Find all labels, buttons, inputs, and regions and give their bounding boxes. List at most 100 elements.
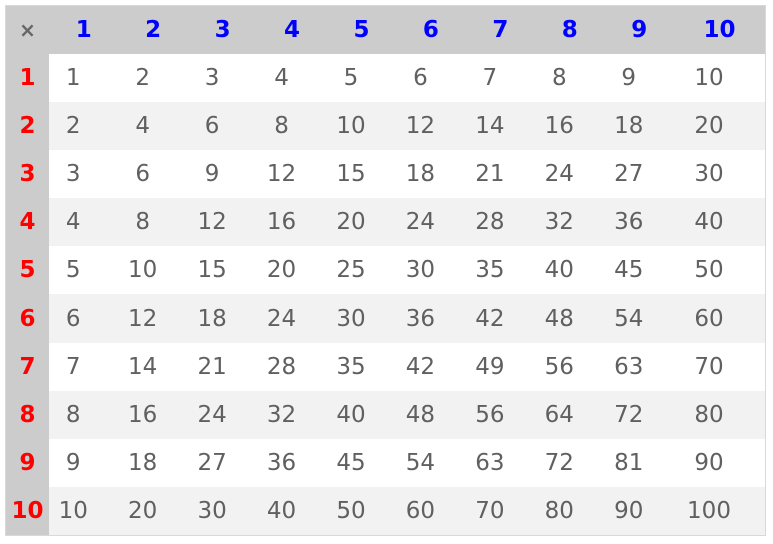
product-cell: 24 <box>187 390 258 439</box>
product-cell: 36 <box>604 198 674 247</box>
corner-times-symbol: × <box>5 5 49 54</box>
product-cell: 54 <box>396 438 466 487</box>
product-cell: 8 <box>118 198 188 247</box>
product-cell: 16 <box>118 390 188 439</box>
product-cell: 70 <box>674 342 766 391</box>
table-row: 3 3 6 9 12 15 18 21 24 27 30 <box>5 150 766 199</box>
table-row: 1 1 2 3 4 5 6 7 8 9 10 <box>5 54 766 103</box>
product-cell: 20 <box>257 246 327 295</box>
product-cell: 6 <box>49 294 119 343</box>
product-cell: 42 <box>396 342 466 391</box>
product-cell: 80 <box>674 390 766 439</box>
product-cell: 9 <box>604 54 674 103</box>
column-header: 5 <box>326 5 397 54</box>
product-cell: 80 <box>535 486 605 536</box>
product-cell: 4 <box>257 54 327 103</box>
product-cell: 21 <box>465 150 536 199</box>
row-header: 1 <box>5 54 49 103</box>
product-cell: 7 <box>49 342 119 391</box>
product-cell: 72 <box>604 390 674 439</box>
product-cell: 4 <box>49 198 119 247</box>
product-cell: 6 <box>396 54 466 103</box>
product-cell: 2 <box>49 102 119 151</box>
product-cell: 81 <box>604 438 674 487</box>
column-header: 9 <box>604 5 674 54</box>
product-cell: 30 <box>187 486 258 536</box>
product-cell: 36 <box>396 294 466 343</box>
product-cell: 45 <box>604 246 674 295</box>
product-cell: 30 <box>396 246 466 295</box>
product-cell: 90 <box>604 486 674 536</box>
product-cell: 30 <box>326 294 397 343</box>
row-header: 6 <box>5 294 49 343</box>
column-header: 4 <box>257 5 327 54</box>
product-cell: 10 <box>674 54 766 103</box>
product-cell: 8 <box>49 390 119 439</box>
product-cell: 27 <box>604 150 674 199</box>
product-cell: 28 <box>465 198 536 247</box>
row-header: 4 <box>5 198 49 247</box>
product-cell: 12 <box>118 294 188 343</box>
product-cell: 50 <box>674 246 766 295</box>
table-row: 10 10 20 30 40 50 60 70 80 90 100 <box>5 486 766 536</box>
row-header: 5 <box>5 246 49 295</box>
product-cell: 40 <box>674 198 766 247</box>
product-cell: 56 <box>535 342 605 391</box>
column-header: 10 <box>674 5 766 54</box>
product-cell: 48 <box>396 390 466 439</box>
product-cell: 6 <box>187 102 258 151</box>
product-cell: 7 <box>465 54 536 103</box>
product-cell: 9 <box>187 150 258 199</box>
row-header: 8 <box>5 390 49 439</box>
product-cell: 50 <box>326 486 397 536</box>
product-cell: 63 <box>604 342 674 391</box>
table-row: 4 4 8 12 16 20 24 28 32 36 40 <box>5 198 766 247</box>
header-row: × 1 2 3 4 5 6 7 8 9 10 <box>5 5 766 54</box>
product-cell: 20 <box>674 102 766 151</box>
column-header: 2 <box>118 5 188 54</box>
row-header: 10 <box>5 486 49 536</box>
product-cell: 20 <box>326 198 397 247</box>
table-row: 5 5 10 15 20 25 30 35 40 45 50 <box>5 246 766 295</box>
product-cell: 10 <box>118 246 188 295</box>
product-cell: 16 <box>257 198 327 247</box>
product-cell: 32 <box>257 390 327 439</box>
product-cell: 8 <box>257 102 327 151</box>
product-cell: 14 <box>118 342 188 391</box>
product-cell: 3 <box>49 150 119 199</box>
product-cell: 15 <box>326 150 397 199</box>
row-header: 2 <box>5 102 49 151</box>
product-cell: 20 <box>118 486 188 536</box>
table-row: 6 6 12 18 24 30 36 42 48 54 60 <box>5 294 766 343</box>
product-cell: 3 <box>187 54 258 103</box>
product-cell: 60 <box>674 294 766 343</box>
product-cell: 5 <box>49 246 119 295</box>
column-header: 8 <box>535 5 605 54</box>
product-cell: 9 <box>49 438 119 487</box>
product-cell: 24 <box>396 198 466 247</box>
product-cell: 70 <box>465 486 536 536</box>
product-cell: 35 <box>465 246 536 295</box>
product-cell: 18 <box>604 102 674 151</box>
product-cell: 72 <box>535 438 605 487</box>
product-cell: 60 <box>396 486 466 536</box>
table-row: 7 7 14 21 28 35 42 49 56 63 70 <box>5 342 766 391</box>
product-cell: 5 <box>326 54 397 103</box>
product-cell: 8 <box>535 54 605 103</box>
product-cell: 100 <box>674 486 766 536</box>
product-cell: 28 <box>257 342 327 391</box>
product-cell: 56 <box>465 390 536 439</box>
table-row: 9 9 18 27 36 45 54 63 72 81 90 <box>5 438 766 487</box>
product-cell: 40 <box>257 486 327 536</box>
column-header: 1 <box>49 5 119 54</box>
product-cell: 1 <box>49 54 119 103</box>
multiplication-table: × 1 2 3 4 5 6 7 8 9 10 1 1 2 3 4 5 6 7 8 9 10 2 2 4 6 8 10 12 14 16 1… <box>5 5 766 536</box>
column-header: 6 <box>396 5 466 54</box>
product-cell: 15 <box>187 246 258 295</box>
product-cell: 24 <box>535 150 605 199</box>
product-cell: 40 <box>535 246 605 295</box>
product-cell: 12 <box>257 150 327 199</box>
product-cell: 18 <box>396 150 466 199</box>
table-row: 8 8 16 24 32 40 48 56 64 72 80 <box>5 390 766 439</box>
product-cell: 48 <box>535 294 605 343</box>
